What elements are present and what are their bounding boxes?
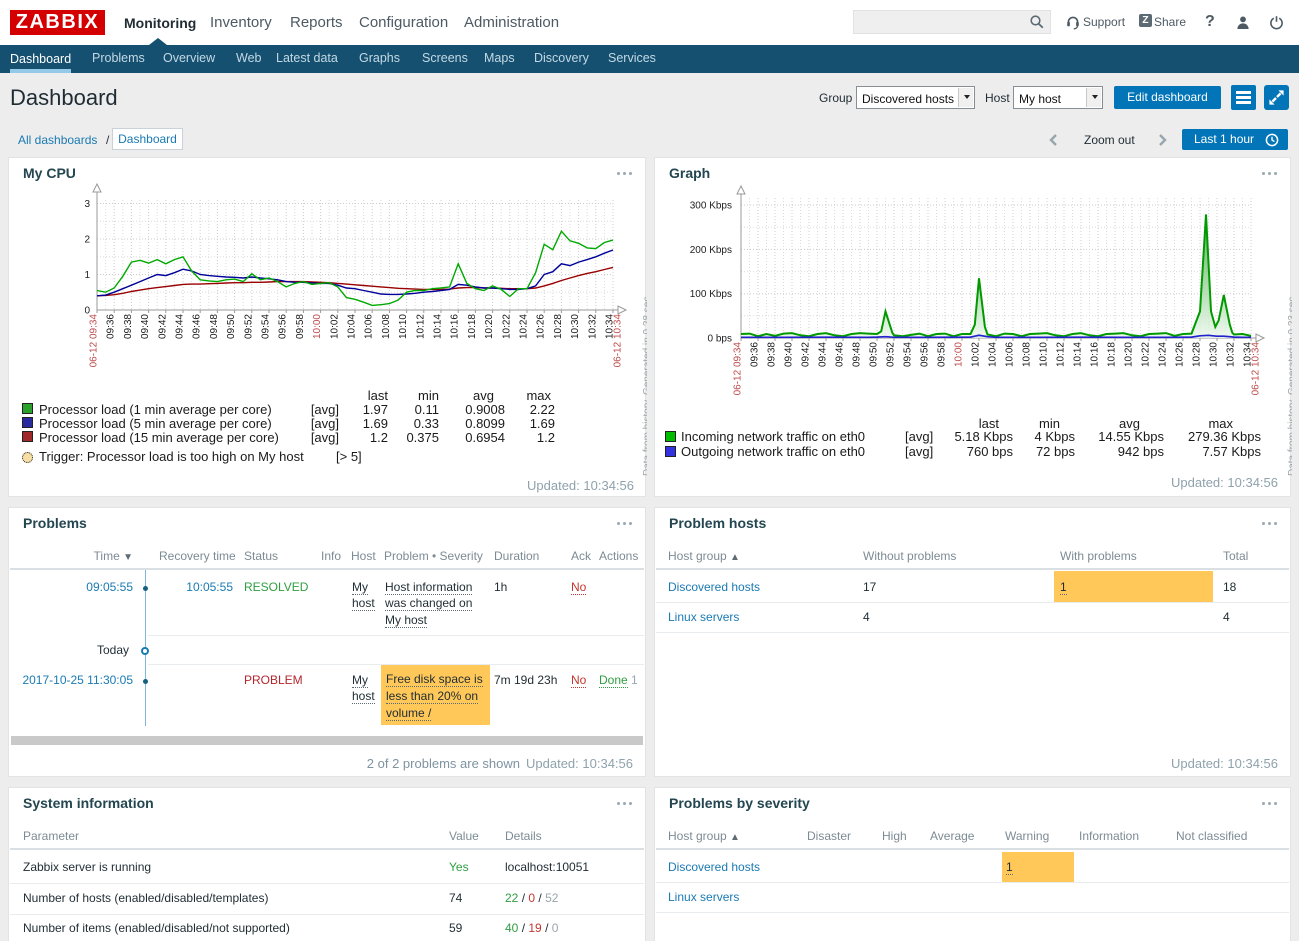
svg-text:10:10: 10:10 xyxy=(398,314,409,339)
svg-text:10:04: 10:04 xyxy=(347,314,358,339)
svg-text:10:30: 10:30 xyxy=(570,314,581,339)
svg-text:09:46: 09:46 xyxy=(835,342,846,367)
svg-text:09:50: 09:50 xyxy=(226,314,237,339)
svg-text:10:04: 10:04 xyxy=(988,342,999,367)
svg-text:10:16: 10:16 xyxy=(450,314,461,339)
svg-text:200 Kbps: 200 Kbps xyxy=(690,245,732,256)
svg-text:09:58: 09:58 xyxy=(295,314,306,339)
svg-text:10:06: 10:06 xyxy=(364,314,375,339)
svg-text:09:42: 09:42 xyxy=(801,342,812,367)
svg-text:10:06: 10:06 xyxy=(1005,342,1016,367)
svg-text:09:46: 09:46 xyxy=(192,314,203,339)
svg-text:10:18: 10:18 xyxy=(467,314,478,339)
svg-text:10:12: 10:12 xyxy=(1056,342,1067,367)
svg-text:09:56: 09:56 xyxy=(920,342,931,367)
svg-text:Data from history. Generated i: Data from history. Generated in 0.28 sec… xyxy=(642,294,647,476)
svg-text:10:34: 10:34 xyxy=(605,314,616,339)
svg-text:10:30: 10:30 xyxy=(1209,342,1220,367)
svg-text:10:24: 10:24 xyxy=(1158,342,1169,367)
svg-text:10:32: 10:32 xyxy=(1226,342,1237,367)
svg-text:0 bps: 0 bps xyxy=(708,334,732,345)
svg-text:09:54: 09:54 xyxy=(903,342,914,367)
svg-text:10:14: 10:14 xyxy=(433,314,444,339)
svg-text:10:28: 10:28 xyxy=(553,314,564,339)
svg-text:3: 3 xyxy=(84,199,90,210)
svg-text:10:20: 10:20 xyxy=(1124,342,1135,367)
svg-text:10:08: 10:08 xyxy=(1022,342,1033,367)
svg-text:09:48: 09:48 xyxy=(852,342,863,367)
svg-text:06-12 09:34: 06-12 09:34 xyxy=(733,342,744,396)
svg-text:10:02: 10:02 xyxy=(971,342,982,367)
svg-text:10:10: 10:10 xyxy=(1039,342,1050,367)
svg-text:09:38: 09:38 xyxy=(123,314,134,339)
svg-text:10:08: 10:08 xyxy=(381,314,392,339)
svg-text:06-12 09:34: 06-12 09:34 xyxy=(89,314,100,368)
svg-text:09:36: 09:36 xyxy=(106,314,117,339)
svg-text:10:26: 10:26 xyxy=(1175,342,1186,367)
svg-text:09:42: 09:42 xyxy=(157,314,168,339)
svg-text:10:22: 10:22 xyxy=(501,314,512,339)
svg-text:0: 0 xyxy=(84,306,90,317)
svg-text:1: 1 xyxy=(84,270,90,281)
svg-text:09:52: 09:52 xyxy=(886,342,897,367)
svg-text:09:44: 09:44 xyxy=(175,314,186,339)
svg-text:Data from history. Generated i: Data from history. Generated in 0.23 sec… xyxy=(1287,294,1292,476)
svg-text:10:22: 10:22 xyxy=(1141,342,1152,367)
svg-text:10:00: 10:00 xyxy=(312,314,323,339)
svg-text:09:58: 09:58 xyxy=(937,342,948,367)
svg-text:09:54: 09:54 xyxy=(261,314,272,339)
svg-text:10:18: 10:18 xyxy=(1107,342,1118,367)
svg-text:09:36: 09:36 xyxy=(750,342,761,367)
svg-text:100 Kbps: 100 Kbps xyxy=(690,289,732,300)
svg-text:10:34: 10:34 xyxy=(1243,342,1254,367)
svg-text:09:48: 09:48 xyxy=(209,314,220,339)
svg-text:300 Kbps: 300 Kbps xyxy=(690,201,732,212)
svg-text:09:50: 09:50 xyxy=(869,342,880,367)
svg-text:10:28: 10:28 xyxy=(1192,342,1203,367)
svg-text:10:26: 10:26 xyxy=(536,314,547,339)
svg-text:10:16: 10:16 xyxy=(1090,342,1101,367)
svg-text:10:32: 10:32 xyxy=(587,314,598,339)
svg-text:09:40: 09:40 xyxy=(784,342,795,367)
svg-text:09:38: 09:38 xyxy=(767,342,778,367)
svg-text:06-12 10:34: 06-12 10:34 xyxy=(1251,342,1262,396)
svg-text:10:02: 10:02 xyxy=(329,314,340,339)
svg-text:10:12: 10:12 xyxy=(415,314,426,339)
svg-text:09:52: 09:52 xyxy=(243,314,254,339)
svg-text:09:40: 09:40 xyxy=(140,314,151,339)
svg-text:10:00: 10:00 xyxy=(954,342,965,367)
svg-text:09:44: 09:44 xyxy=(818,342,829,367)
svg-text:10:24: 10:24 xyxy=(519,314,530,339)
svg-text:10:20: 10:20 xyxy=(484,314,495,339)
svg-text:09:56: 09:56 xyxy=(278,314,289,339)
svg-text:10:14: 10:14 xyxy=(1073,342,1084,367)
svg-text:06-12 10:34: 06-12 10:34 xyxy=(613,314,624,368)
svg-text:2: 2 xyxy=(84,235,90,246)
